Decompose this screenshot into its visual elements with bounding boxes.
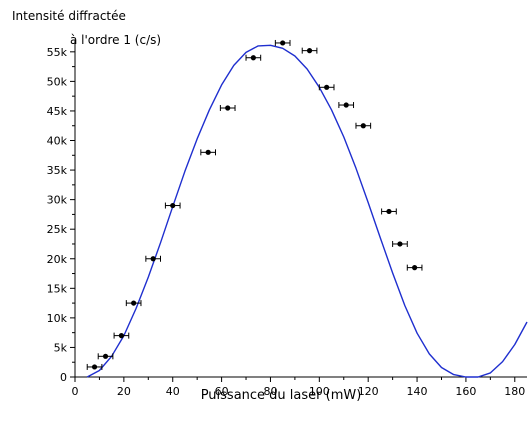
data-point <box>170 202 176 209</box>
x-axis-title: Puissance du laser (mW) <box>201 388 362 403</box>
x-tick-label: 0 <box>72 385 79 398</box>
x-tick-label: 180 <box>504 385 525 398</box>
y-axis-title-line-2: à l'ordre 1 (c/s) <box>70 33 161 47</box>
data-point <box>280 40 286 46</box>
x-tick-label: 160 <box>455 385 476 398</box>
data-point <box>412 265 418 271</box>
data-point <box>343 102 349 108</box>
data-point <box>386 208 392 215</box>
data-point <box>225 105 231 111</box>
data-point <box>205 149 211 155</box>
x-tick-label: 40 <box>166 385 180 398</box>
x-tick-label: 120 <box>358 385 379 398</box>
fit-curve <box>86 44 528 378</box>
y-tick-label: 35k <box>47 164 68 177</box>
y-axis-title-line-1: Intensité diffractée <box>12 9 126 23</box>
data-point <box>102 353 109 359</box>
y-tick-label: 0 <box>60 371 67 384</box>
x-tick-label: 100 <box>309 385 330 398</box>
data-point <box>324 84 330 90</box>
data-point <box>250 55 256 61</box>
data-point <box>360 123 366 129</box>
data-point <box>118 333 125 339</box>
y-tick-label: 30k <box>47 194 68 207</box>
data-point <box>150 256 156 262</box>
y-tick-label: 45k <box>47 105 68 118</box>
y-tick-label: 10k <box>47 312 68 325</box>
x-tick-label: 80 <box>263 385 277 398</box>
y-tick-label: 25k <box>47 223 68 236</box>
y-tick-label: 40k <box>47 135 68 148</box>
plot-area: 0 5k 10k 15k 20k 25k 30k 35k 40k 45k 50k 55k 0 20 40 60… <box>47 39 528 398</box>
y-tick-label: 55k <box>47 46 68 59</box>
x-tick-label: 140 <box>407 385 428 398</box>
data-point <box>397 241 403 247</box>
x-tick-label: 60 <box>215 385 229 398</box>
data-point <box>131 300 137 306</box>
y-tick-label: 50k <box>47 75 68 88</box>
data-point <box>91 364 98 370</box>
y-tick-label: 15k <box>47 282 68 295</box>
y-tick-label: 20k <box>47 253 68 266</box>
x-tick-label: 20 <box>117 385 131 398</box>
data-point <box>306 48 313 54</box>
y-tick-label: 5k <box>54 341 68 354</box>
